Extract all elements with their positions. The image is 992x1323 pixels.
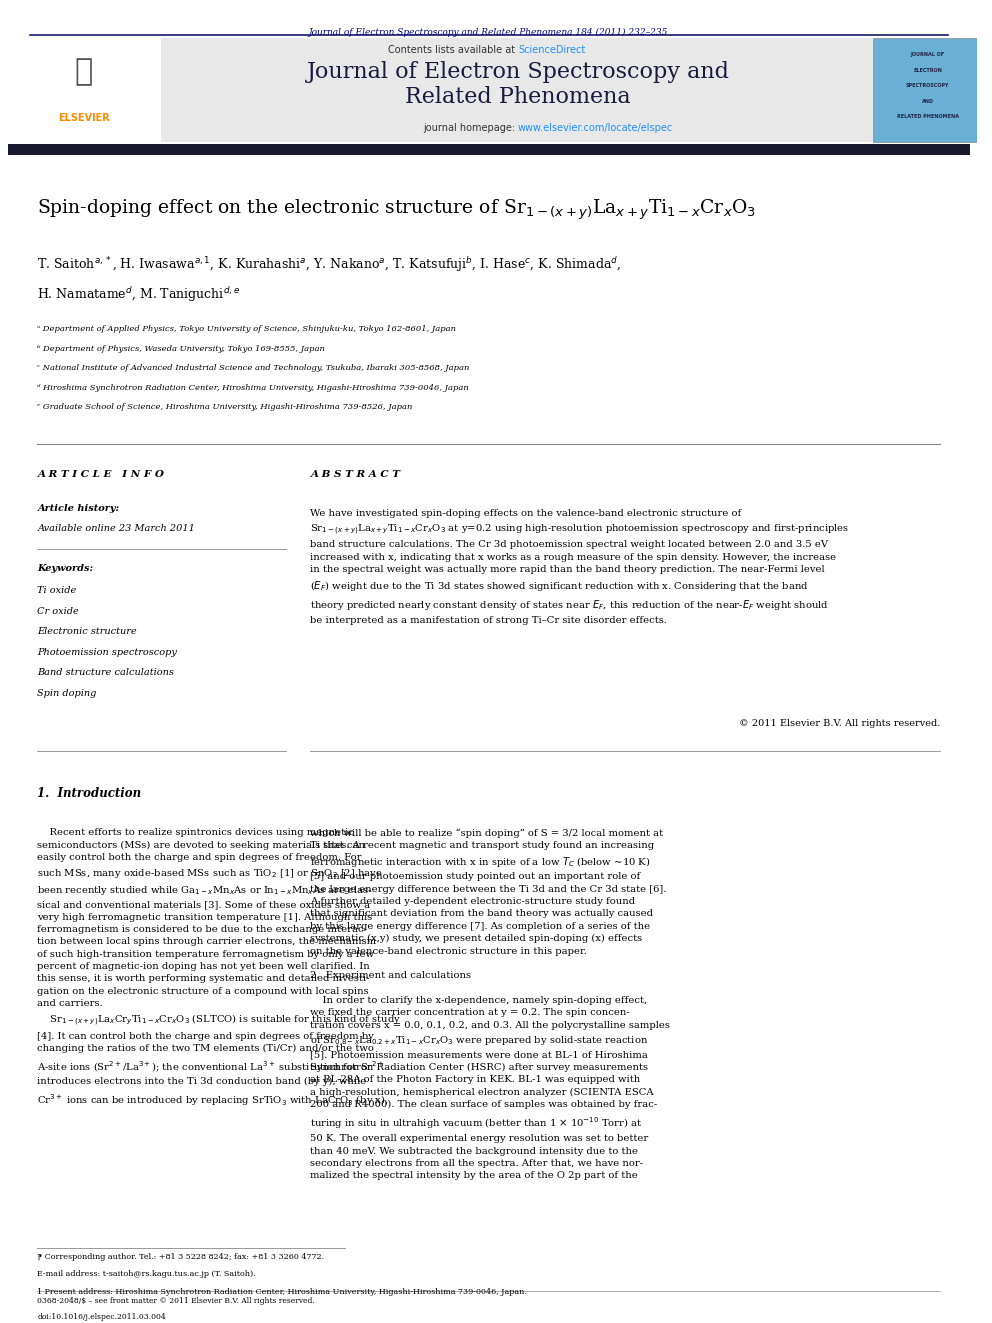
Text: Photoemission spectroscopy: Photoemission spectroscopy — [38, 648, 178, 656]
Text: ᵈ Hiroshima Synchrotron Radiation Center, Hiroshima University, Higashi-Hiroshim: ᵈ Hiroshima Synchrotron Radiation Center… — [38, 384, 469, 392]
Text: © 2011 Elsevier B.V. All rights reserved.: © 2011 Elsevier B.V. All rights reserved… — [739, 720, 940, 728]
Text: A R T I C L E   I N F O: A R T I C L E I N F O — [38, 470, 165, 479]
Text: Spin doping: Spin doping — [38, 689, 97, 697]
Text: A B S T R A C T: A B S T R A C T — [310, 470, 401, 479]
Text: Cr oxide: Cr oxide — [38, 607, 79, 615]
Text: www.elsevier.com/locate/elspec: www.elsevier.com/locate/elspec — [518, 123, 674, 132]
Text: ELSEVIER: ELSEVIER — [58, 112, 110, 123]
Text: which will be able to realize “spin doping” of S = 3/2 local moment at
Ti sites.: which will be able to realize “spin dopi… — [310, 828, 671, 1180]
Text: ᵉ Graduate School of Science, Hiroshima University, Higashi-Hiroshima 739-8526, : ᵉ Graduate School of Science, Hiroshima … — [38, 404, 413, 411]
Text: Recent efforts to realize spintronics devices using magnetic
semiconductors (MSs: Recent efforts to realize spintronics de… — [38, 828, 402, 1107]
Text: Article history:: Article history: — [38, 504, 120, 513]
Text: AND: AND — [922, 99, 933, 103]
Text: ᵇ Department of Physics, Waseda University, Tokyo 169-8555, Japan: ᵇ Department of Physics, Waseda Universi… — [38, 345, 325, 353]
Text: T. Saitoh$^{a,*}$, H. Iwasawa$^{a,1}$, K. Kurahashi$^a$, Y. Nakano$^a$, T. Katsu: T. Saitoh$^{a,*}$, H. Iwasawa$^{a,1}$, K… — [38, 255, 622, 274]
Text: Keywords:: Keywords: — [38, 565, 93, 573]
Text: 1.  Introduction: 1. Introduction — [38, 787, 142, 800]
Bar — [8, 144, 969, 155]
Text: ⁋ Corresponding author. Tel.: +81 3 5228 8242; fax: +81 3 3260 4772.: ⁋ Corresponding author. Tel.: +81 3 5228… — [38, 1253, 324, 1261]
Text: ScienceDirect: ScienceDirect — [518, 45, 585, 54]
FancyBboxPatch shape — [873, 38, 982, 142]
Text: 1 Present address: Hiroshima Synchrotron Radiation Center, Hiroshima University,: 1 Present address: Hiroshima Synchrotron… — [38, 1289, 528, 1297]
Text: Electronic structure: Electronic structure — [38, 627, 137, 636]
Text: Contents lists available at: Contents lists available at — [388, 45, 518, 54]
Text: Available online 23 March 2011: Available online 23 March 2011 — [38, 524, 195, 533]
Text: 🌳: 🌳 — [74, 57, 93, 86]
Text: Band structure calculations: Band structure calculations — [38, 668, 175, 677]
FancyBboxPatch shape — [8, 38, 873, 142]
Text: journal homepage:: journal homepage: — [423, 123, 518, 132]
Text: H. Namatame$^d$, M. Taniguchi$^{d,e}$: H. Namatame$^d$, M. Taniguchi$^{d,e}$ — [38, 284, 240, 304]
Text: SPECTROSCOPY: SPECTROSCOPY — [906, 83, 949, 89]
Text: Related Phenomena: Related Phenomena — [405, 86, 631, 107]
Text: Ti oxide: Ti oxide — [38, 586, 76, 595]
Text: RELATED PHENOMENA: RELATED PHENOMENA — [897, 114, 958, 119]
FancyBboxPatch shape — [8, 38, 161, 142]
Text: E-mail address: t-saitoh@rs.kagu.tus.ac.jp (T. Saitoh).: E-mail address: t-saitoh@rs.kagu.tus.ac.… — [38, 1270, 256, 1278]
Text: ᶜ National Institute of Advanced Industrial Science and Technology, Tsukuba, Iba: ᶜ National Institute of Advanced Industr… — [38, 364, 470, 372]
Text: We have investigated spin-doping effects on the valence-band electronic structur: We have investigated spin-doping effects… — [310, 509, 849, 624]
Text: JOURNAL OF: JOURNAL OF — [911, 53, 944, 57]
Text: Spin-doping effect on the electronic structure of Sr$_{1-(x+y)}$La$_{x+y}$Ti$_{1: Spin-doping effect on the electronic str… — [38, 197, 757, 222]
Text: Journal of Electron Spectroscopy and: Journal of Electron Spectroscopy and — [307, 61, 729, 83]
Text: ᵃ Department of Applied Physics, Tokyo University of Science, Shinjuku-ku, Tokyo: ᵃ Department of Applied Physics, Tokyo U… — [38, 325, 456, 333]
Text: ELECTRON: ELECTRON — [914, 67, 942, 73]
Text: Journal of Electron Spectroscopy and Related Phenomena 184 (2011) 232–235: Journal of Electron Spectroscopy and Rel… — [310, 28, 669, 37]
Text: 0368-2048/$ – see front matter © 2011 Elsevier B.V. All rights reserved.: 0368-2048/$ – see front matter © 2011 El… — [38, 1298, 315, 1306]
Text: doi:10.1016/j.elspec.2011.03.004: doi:10.1016/j.elspec.2011.03.004 — [38, 1314, 167, 1322]
